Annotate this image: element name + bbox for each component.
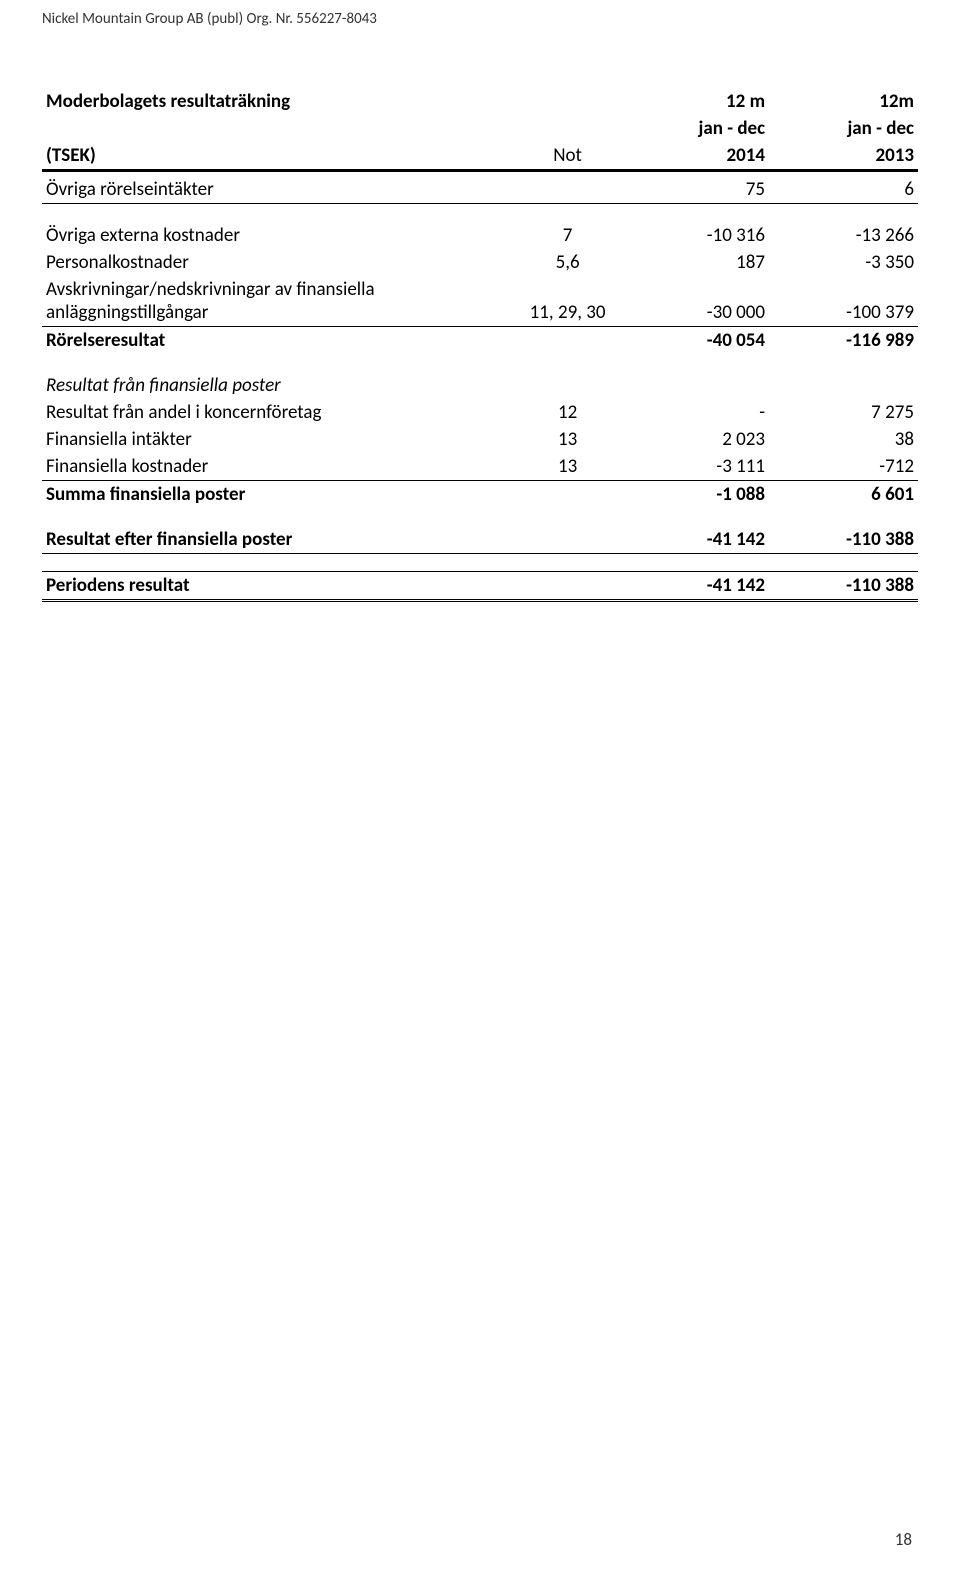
statement-content: Moderbolagets resultaträkning 12 m 12m j… [0, 28, 960, 602]
table-row: Resultat från andel i koncernföretag 12 … [42, 399, 918, 426]
period-header-2a: jan - dec [620, 115, 769, 142]
subtotal-row: Rörelseresultat -40 054 -116 989 [42, 326, 918, 354]
year-header-a: 2014 [620, 142, 769, 171]
row-value: -41 142 [620, 571, 769, 600]
empty-cell [620, 372, 769, 399]
row-value: -100 379 [769, 276, 918, 327]
spacer-row [42, 204, 918, 222]
empty-cell [515, 372, 620, 399]
empty-cell [42, 115, 515, 142]
row-value: -40 054 [620, 326, 769, 354]
row-value: -30 000 [620, 276, 769, 327]
page-header-text: Nickel Mountain Group AB (publ) Org. Nr.… [0, 0, 960, 28]
row-note [515, 480, 620, 508]
section-header-row: Resultat från finansiella poster [42, 372, 918, 399]
row-label: Summa finansiella poster [42, 480, 515, 508]
row-note: 11, 29, 30 [515, 276, 620, 327]
row-value: 7 275 [769, 399, 918, 426]
row-value: 75 [620, 176, 769, 204]
period-header-2b: jan - dec [769, 115, 918, 142]
row-note [515, 326, 620, 354]
row-value: -3 350 [769, 249, 918, 276]
row-value: -712 [769, 453, 918, 481]
row-label: Övriga externa kostnader [42, 222, 515, 249]
row-note [515, 526, 620, 554]
row-note [515, 176, 620, 204]
row-note [515, 571, 620, 600]
row-value: 2 023 [620, 426, 769, 453]
row-value: -110 388 [769, 526, 918, 554]
row-label: Finansiella intäkter [42, 426, 515, 453]
row-value: -116 989 [769, 326, 918, 354]
row-label: Avskrivningar/nedskrivningar av finansie… [42, 276, 515, 327]
row-label: Resultat från andel i koncernföretag [42, 399, 515, 426]
table-row: Finansiella kostnader 13 -3 111 -712 [42, 453, 918, 481]
subtotal-row: Resultat efter finansiella poster -41 14… [42, 526, 918, 554]
row-value: -41 142 [620, 526, 769, 554]
period-header-1a: 12 m [620, 88, 769, 115]
row-value: - [620, 399, 769, 426]
row-value: 38 [769, 426, 918, 453]
total-row: Periodens resultat -41 142 -110 388 [42, 571, 918, 600]
row-note: 7 [515, 222, 620, 249]
row-value: -10 316 [620, 222, 769, 249]
empty-cell [769, 372, 918, 399]
section-header: Resultat från finansiella poster [42, 372, 515, 399]
period-header-1b: 12m [769, 88, 918, 115]
row-value: -3 111 [620, 453, 769, 481]
row-label: Övriga rörelseintäkter [42, 176, 515, 204]
row-label: Resultat efter finansiella poster [42, 526, 515, 554]
table-row: Övriga externa kostnader 7 -10 316 -13 2… [42, 222, 918, 249]
row-label: Rörelseresultat [42, 326, 515, 354]
subheader-row-2: (TSEK) Not 2014 2013 [42, 142, 918, 171]
year-header-b: 2013 [769, 142, 918, 171]
row-label: Finansiella kostnader [42, 453, 515, 481]
row-note: 13 [515, 453, 620, 481]
row-note: 13 [515, 426, 620, 453]
row-value: -13 266 [769, 222, 918, 249]
empty-cell [515, 115, 620, 142]
row-note: 12 [515, 399, 620, 426]
table-row: Personalkostnader 5,6 187 -3 350 [42, 249, 918, 276]
row-value: -1 088 [620, 480, 769, 508]
row-value: 6 [769, 176, 918, 204]
page-number: 18 [895, 1529, 912, 1550]
row-label: Personalkostnader [42, 249, 515, 276]
not-column-header: Not [515, 142, 620, 171]
row-value: 6 601 [769, 480, 918, 508]
unit-label: (TSEK) [42, 142, 515, 171]
subheader-row-1: jan - dec jan - dec [42, 115, 918, 142]
spacer-row [42, 553, 918, 571]
row-value: 187 [620, 249, 769, 276]
income-statement-table: Moderbolagets resultaträkning 12 m 12m j… [42, 88, 918, 602]
spacer-row [42, 354, 918, 372]
table-row: Avskrivningar/nedskrivningar av finansie… [42, 276, 918, 327]
empty-cell [515, 88, 620, 115]
table-title: Moderbolagets resultaträkning [42, 88, 515, 115]
subtotal-row: Summa finansiella poster -1 088 6 601 [42, 480, 918, 508]
title-row: Moderbolagets resultaträkning 12 m 12m [42, 88, 918, 115]
row-label: Periodens resultat [42, 571, 515, 600]
table-row: Övriga rörelseintäkter 75 6 [42, 176, 918, 204]
table-row: Finansiella intäkter 13 2 023 38 [42, 426, 918, 453]
row-value: -110 388 [769, 571, 918, 600]
spacer-row [42, 508, 918, 526]
row-note: 5,6 [515, 249, 620, 276]
